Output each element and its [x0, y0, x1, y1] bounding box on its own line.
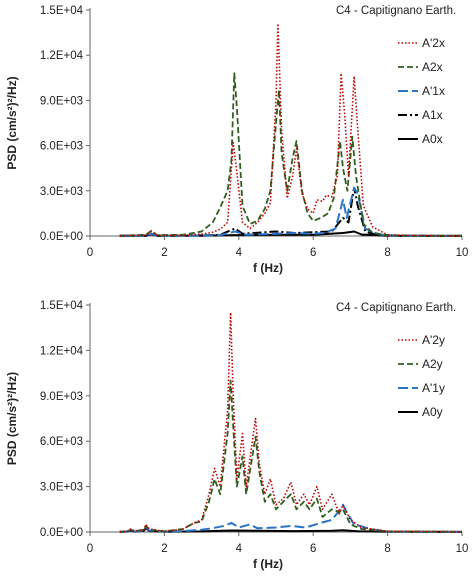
y-tick-label: 0.0E+00: [40, 527, 83, 539]
y-tick-label: 6.0E+03: [40, 436, 83, 448]
legend-label: A0y: [422, 405, 443, 419]
y-tick-label: 1.2E+04: [40, 345, 84, 357]
series-line-a2x: [119, 72, 463, 237]
chart-title: C4 - Capitignano Earth.: [336, 302, 456, 314]
chart-title: C4 - Capitignano Earth.: [336, 5, 456, 17]
x-tick-label: 6: [310, 247, 316, 259]
x-tick-label: 10: [456, 247, 469, 259]
series-line-ap1x: [119, 186, 463, 237]
legend-label: A1x: [422, 108, 443, 122]
y-tick-label: 3.0E+03: [40, 482, 83, 494]
legend-label: A2x: [422, 60, 443, 74]
x-tick-label: 10: [456, 543, 469, 555]
x-axis-label: f (Hz): [253, 557, 283, 571]
x-tick-label: 2: [161, 543, 167, 555]
legend-label: A'2x: [422, 36, 445, 50]
series-line-ap1y: [119, 503, 463, 533]
series-line-ap2x: [119, 22, 463, 237]
legend-label: A2y: [422, 357, 443, 371]
x-tick-label: 4: [236, 247, 243, 259]
y-tick-label: 1.2E+04: [40, 50, 84, 62]
series-line-a1x: [119, 186, 463, 237]
chart-2: 0.0E+00 3.0E+03 6.0E+03 9.0E+03 1.2E+04 1.5E+…: [5, 300, 468, 571]
x-axis-label: f (Hz): [253, 261, 283, 275]
legend-label: A'1x: [422, 84, 445, 98]
x-tick-label: 4: [236, 543, 243, 555]
chart-1: 0.0E+00 3.0E+03 6.0E+03 9.0E+03 1.2E+04 1.5E+…: [5, 5, 468, 275]
legend-label: A'1y: [422, 381, 445, 395]
legend-label: A0x: [422, 132, 443, 146]
series-line-a2y: [119, 379, 463, 533]
legend-label: A'2y: [422, 333, 445, 347]
x-tick-label: 6: [310, 543, 316, 555]
y-tick-label: 1.5E+04: [40, 5, 84, 17]
y-tick-label: 9.0E+03: [40, 391, 83, 403]
y-tick-label: 6.0E+03: [40, 141, 83, 153]
x-tick-label: 0: [87, 247, 93, 259]
y-tick-label: 1.5E+04: [40, 300, 84, 312]
y-tick-label: 0.0E+00: [40, 231, 83, 243]
series-line-ap2y: [119, 311, 463, 533]
y-axis-label: PSD (cm/s²)²/Hz): [5, 76, 19, 169]
x-tick-label: 8: [384, 247, 390, 259]
y-tick-label: 3.0E+03: [40, 186, 83, 198]
x-tick-label: 2: [161, 247, 167, 259]
y-tick-label: 9.0E+03: [40, 95, 83, 107]
x-tick-label: 8: [384, 543, 390, 555]
x-tick-label: 0: [87, 543, 93, 555]
y-axis-label: PSD (cm/s²)²/Hz): [5, 372, 19, 465]
